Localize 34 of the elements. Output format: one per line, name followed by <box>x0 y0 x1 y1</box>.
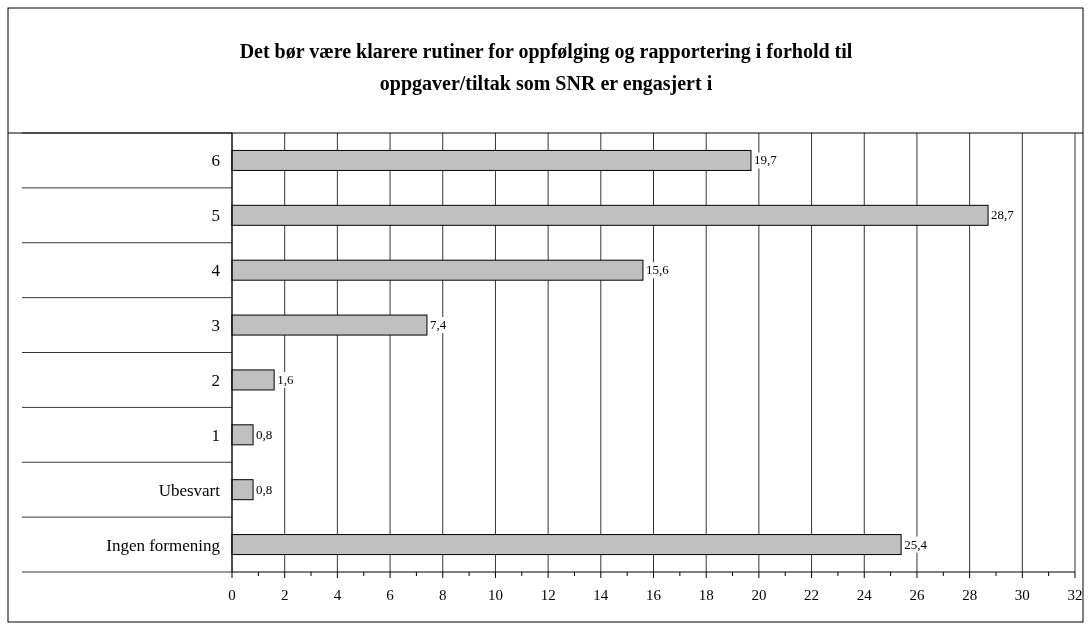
x-tick-label: 18 <box>698 587 714 603</box>
x-tick-label: 0 <box>228 587 236 603</box>
x-tick-label: 16 <box>646 587 662 603</box>
x-tick-label: 20 <box>751 587 767 603</box>
x-tick-label: 2 <box>280 587 289 603</box>
data-label: 15,6 <box>645 262 670 278</box>
chart-title: Det bør være klarere rutiner for oppfølging og rapportering i forhold til oppgaver/tiltak som SNR er engasjert i <box>239 40 853 95</box>
x-tick-label: 12 <box>540 587 556 603</box>
x-tick-label: 24 <box>856 587 873 603</box>
x-tick-label: 4 <box>333 587 342 603</box>
data-label: 0,8 <box>256 481 273 497</box>
y-tick-label: 4 <box>211 261 221 281</box>
y-tick-label: Ingen formening <box>106 535 221 555</box>
y-tick-label: Ubesvart <box>158 480 221 500</box>
x-tick-label: 26 <box>909 587 925 603</box>
y-tick-label: 3 <box>211 316 220 336</box>
y-tick-label: 5 <box>211 206 220 226</box>
x-tick-label: 10 <box>487 587 503 603</box>
y-tick-label: 1 <box>211 425 220 445</box>
data-label: 0,8 <box>256 426 273 442</box>
data-label: 7,4 <box>429 317 447 333</box>
x-tick-label: 30 <box>1014 587 1030 603</box>
data-label: 25,4 <box>904 536 928 552</box>
x-tick-label: 8 <box>439 587 447 603</box>
x-tick-label: 22 <box>804 587 820 603</box>
x-tick-label: 6 <box>386 587 395 603</box>
data-label: 28,7 <box>991 207 1015 223</box>
y-tick-label: 6 <box>211 151 220 171</box>
x-tick-label: 14 <box>593 587 609 603</box>
data-label: 19,7 <box>753 152 778 168</box>
x-tick-label: 32 <box>1067 587 1083 603</box>
y-tick-label: 2 <box>211 370 220 390</box>
data-label: 1,6 <box>277 371 294 387</box>
x-tick-label: 28 <box>962 587 978 603</box>
